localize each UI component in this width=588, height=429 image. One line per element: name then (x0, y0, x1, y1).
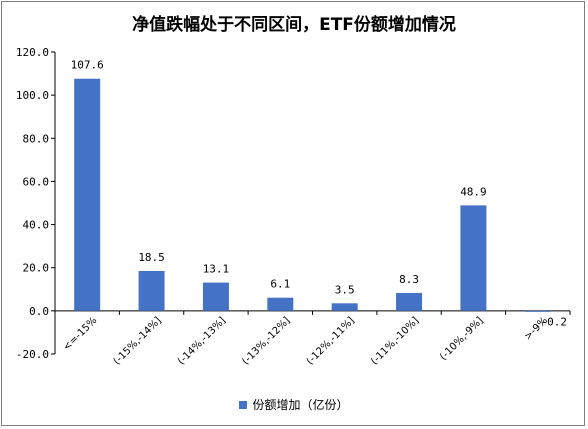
x-tick-label: >-9% (522, 315, 549, 342)
data-label: 18.5 (138, 251, 165, 264)
data-label: -0.2 (541, 315, 568, 328)
bar (202, 282, 229, 311)
y-tick-label: -20.0 (16, 348, 49, 361)
data-label: 6.1 (270, 278, 290, 291)
x-tick-label: (-11%,-10%] (369, 315, 421, 367)
data-label: 3.5 (335, 283, 355, 296)
x-tick-label: <=-15% (61, 315, 99, 353)
data-label: 48.9 (460, 185, 487, 198)
legend: 份额增加（亿份） (0, 396, 588, 413)
y-tick-label: 20.0 (23, 262, 50, 275)
y-tick-label: 60.0 (23, 175, 50, 188)
y-tick-label: 100.0 (16, 89, 49, 102)
x-tick-label: (-14%,-13%] (176, 315, 228, 367)
y-tick-label: 120.0 (16, 46, 49, 59)
bar (396, 292, 423, 311)
bar (524, 310, 551, 312)
y-tick-label: 0.0 (29, 305, 49, 318)
x-tick-label: (-10%,-9%] (438, 315, 486, 363)
bar (74, 78, 101, 311)
bar (460, 205, 487, 311)
data-label: 13.1 (203, 263, 230, 276)
bar (138, 270, 165, 311)
legend-label: 份额增加（亿份） (252, 398, 349, 412)
data-label: 107.6 (71, 59, 104, 72)
legend-swatch (239, 400, 248, 409)
chart-title: 净值跌幅处于不同区间，ETF份额增加情况 (132, 15, 456, 35)
x-tick-label: (-15%,-14%] (112, 315, 164, 367)
y-tick-label: 40.0 (23, 219, 50, 232)
bar (267, 297, 294, 311)
x-tick-label: (-12%,-11%] (305, 315, 357, 367)
bar (331, 303, 358, 311)
y-tick-label: 80.0 (23, 132, 50, 145)
x-tick-label: (-13%,-12%] (240, 315, 292, 367)
data-label: 8.3 (399, 273, 419, 286)
